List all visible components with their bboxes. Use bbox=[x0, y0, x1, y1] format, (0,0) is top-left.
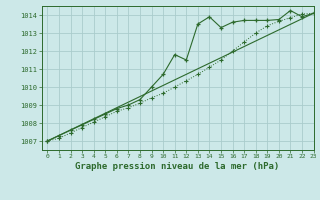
X-axis label: Graphe pression niveau de la mer (hPa): Graphe pression niveau de la mer (hPa) bbox=[76, 162, 280, 171]
